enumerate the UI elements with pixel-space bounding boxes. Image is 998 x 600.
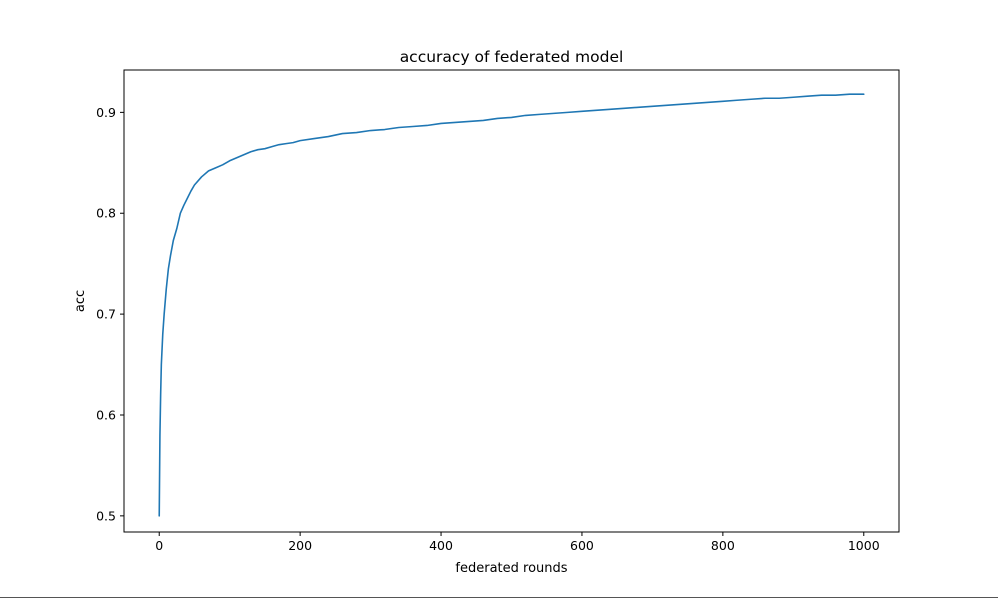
- x-axis-ticks: 0 200 400 600 800 1000: [155, 532, 880, 553]
- y-axis-label: acc: [73, 290, 88, 312]
- x-tick-label: 1000: [848, 538, 880, 553]
- x-axis-label: federated rounds: [455, 561, 567, 576]
- x-tick-label: 200: [288, 538, 312, 553]
- accuracy-series-line: [158, 93, 865, 517]
- series-layer: [158, 93, 865, 517]
- x-tick-label: 400: [429, 538, 453, 553]
- x-tick-label: 0: [155, 538, 163, 553]
- chart-title: accuracy of federated model: [400, 48, 624, 66]
- y-axis-ticks: 0.5 0.6 0.7 0.8 0.9: [96, 105, 124, 523]
- y-tick-label: 0.9: [96, 105, 116, 120]
- plot-area-frame: [123, 69, 900, 533]
- y-tick-label: 0.6: [96, 407, 116, 422]
- x-tick-label: 600: [570, 538, 594, 553]
- y-tick-label: 0.8: [96, 206, 116, 221]
- bottom-divider-line: [0, 597, 998, 598]
- y-tick-label: 0.5: [96, 508, 116, 523]
- y-tick-label: 0.7: [96, 307, 116, 322]
- x-tick-label: 800: [711, 538, 735, 553]
